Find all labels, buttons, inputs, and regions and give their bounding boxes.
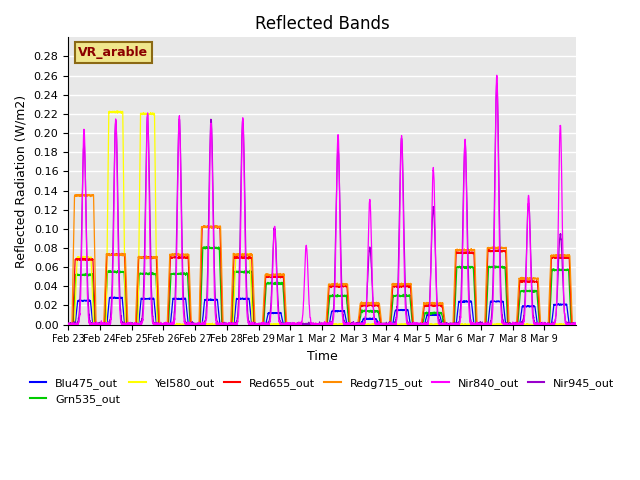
X-axis label: Time: Time — [307, 350, 337, 363]
Text: VR_arable: VR_arable — [78, 46, 148, 59]
Y-axis label: Reflected Radiation (W/m2): Reflected Radiation (W/m2) — [15, 95, 28, 267]
Legend: Blu475_out, Grn535_out, Yel580_out, Red655_out, Redg715_out, Nir840_out, Nir945_: Blu475_out, Grn535_out, Yel580_out, Red6… — [25, 373, 619, 409]
Title: Reflected Bands: Reflected Bands — [255, 15, 390, 33]
